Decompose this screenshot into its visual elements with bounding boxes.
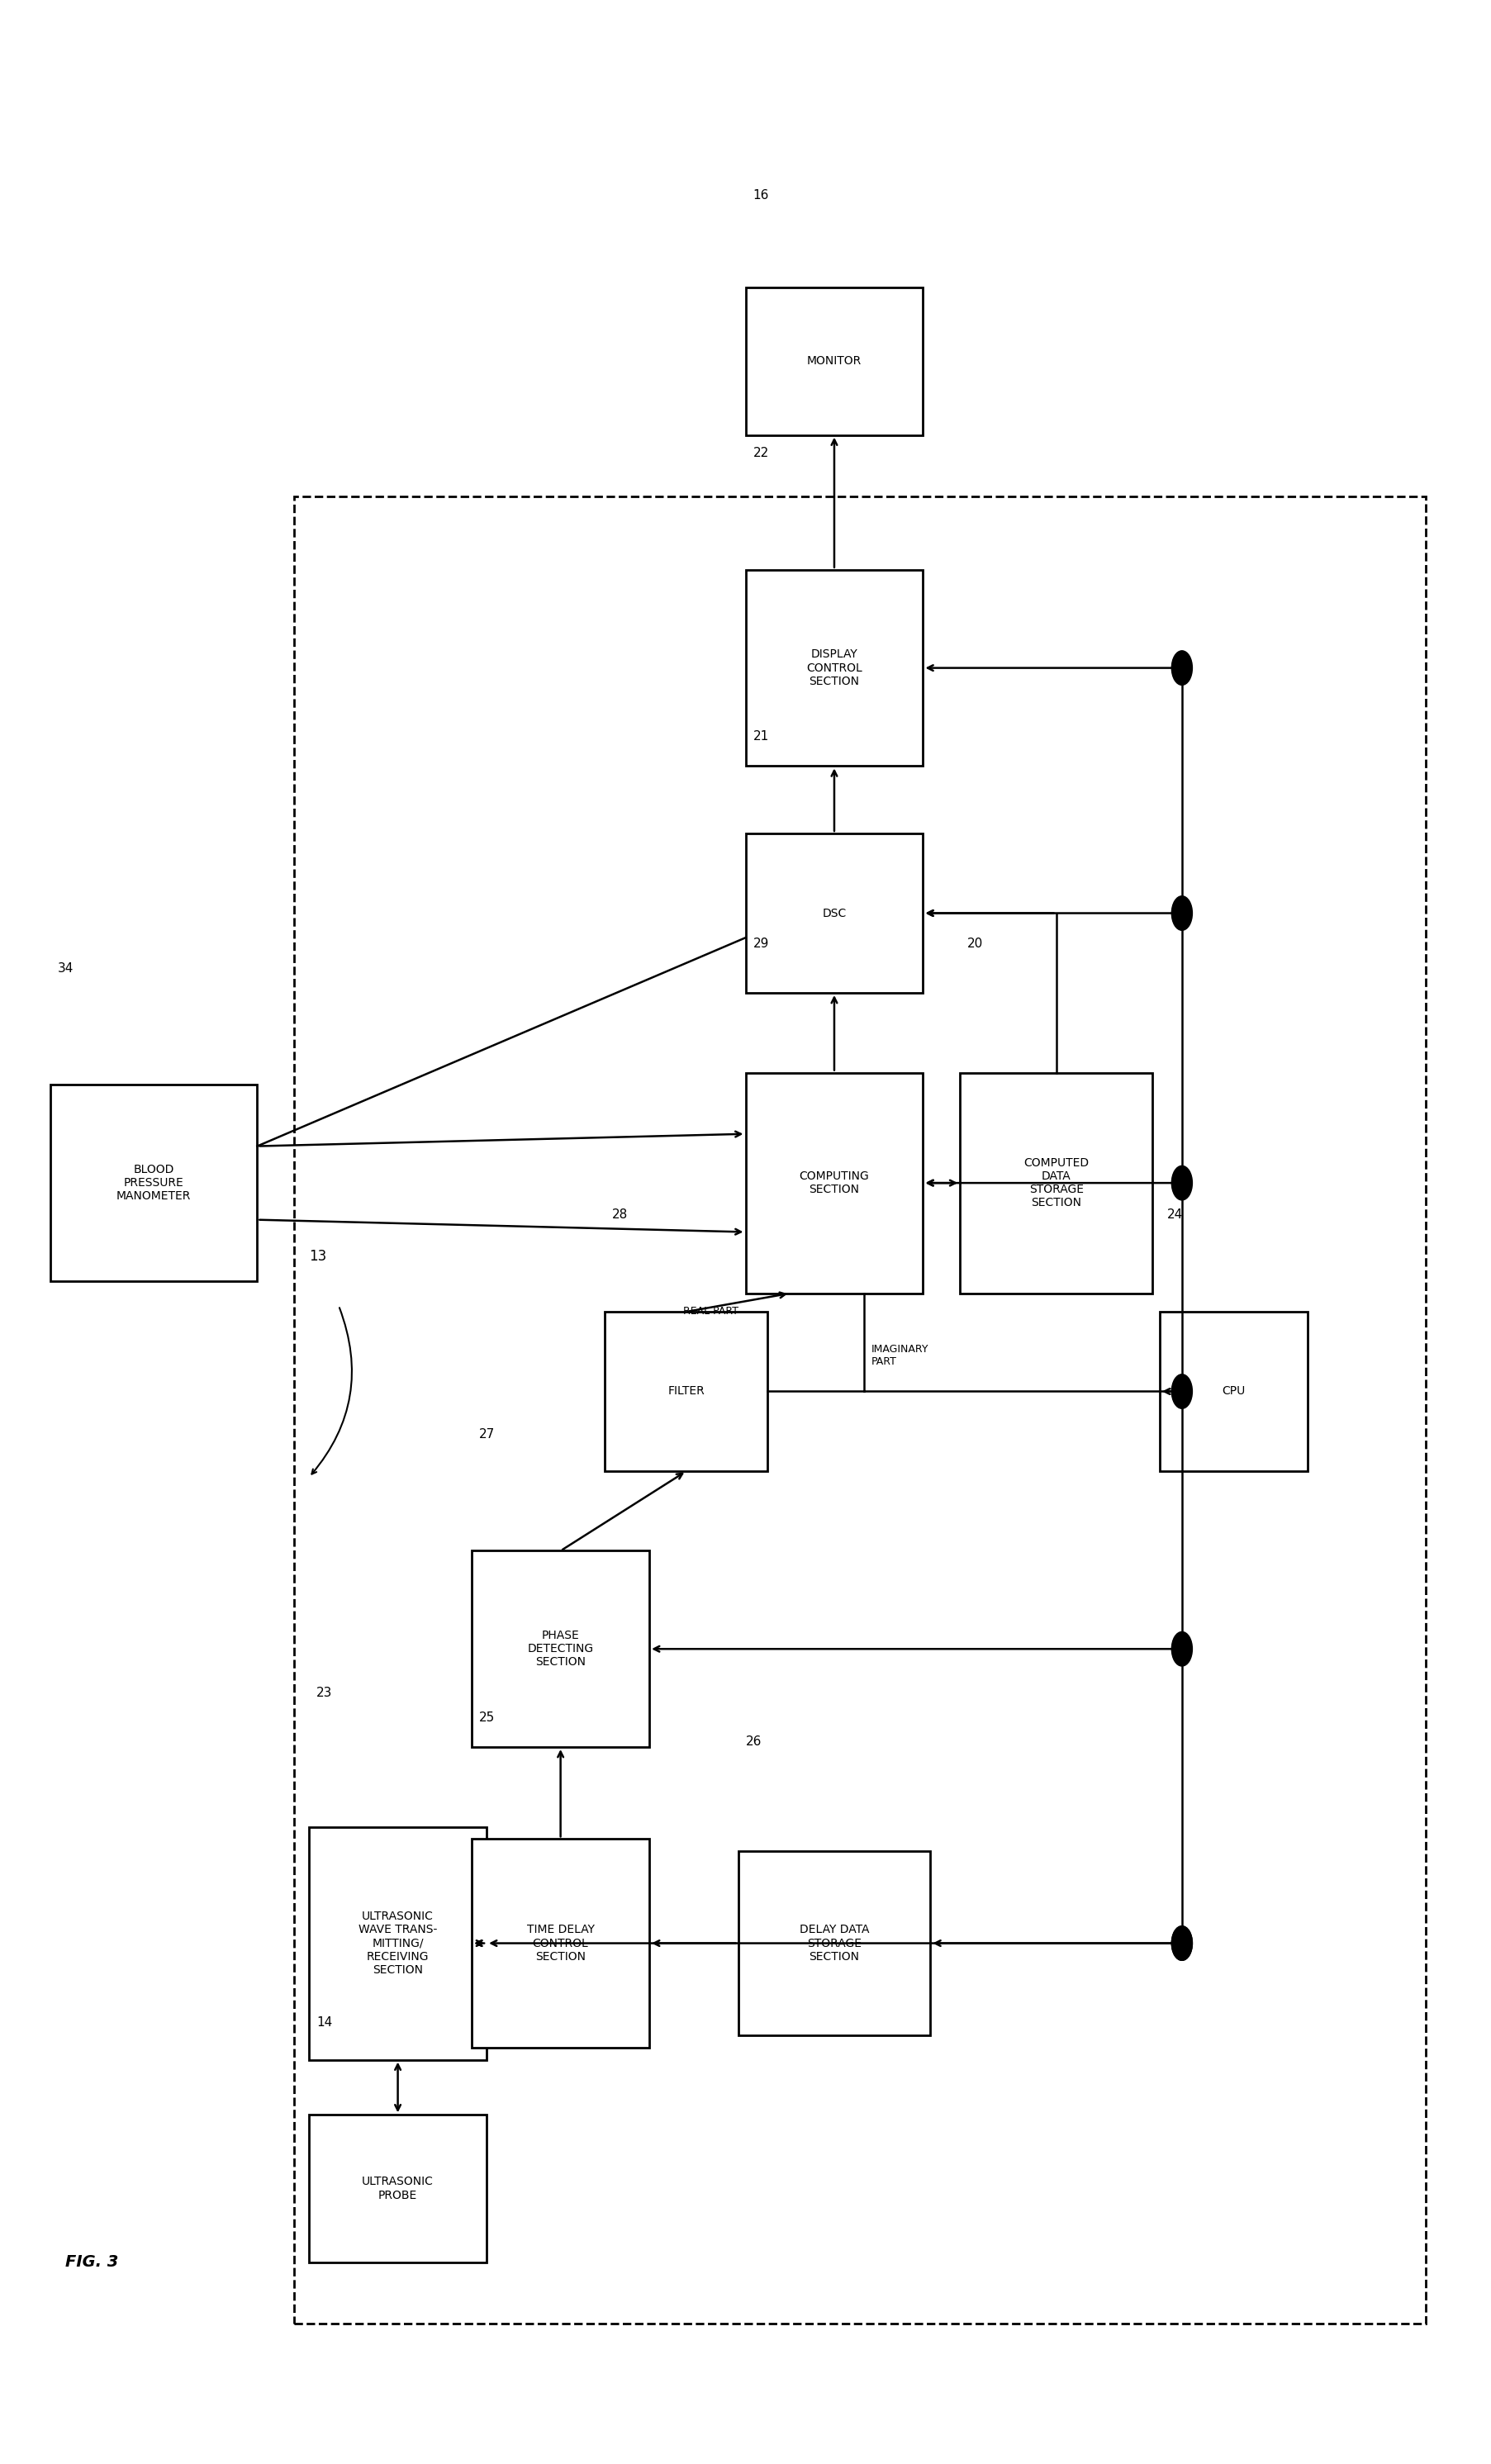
Circle shape: [1172, 1927, 1193, 1961]
Text: ULTRASONIC
WAVE TRANS-
MITTING/
RECEIVING
SECTION: ULTRASONIC WAVE TRANS- MITTING/ RECEIVIN…: [358, 1910, 437, 1976]
Text: MONITOR: MONITOR: [807, 355, 862, 367]
Text: 23: 23: [316, 1688, 332, 1700]
Circle shape: [1172, 1631, 1193, 1666]
Text: FILTER: FILTER: [668, 1385, 705, 1397]
Text: BLOOD
PRESSURE
MANOMETER: BLOOD PRESSURE MANOMETER: [116, 1163, 191, 1202]
Text: DISPLAY
CONTROL
SECTION: DISPLAY CONTROL SECTION: [807, 648, 862, 687]
Bar: [1160, 1311, 1308, 1471]
Text: 25: 25: [479, 1712, 495, 1725]
Text: 24: 24: [1167, 1207, 1182, 1222]
Text: ULTRASONIC
PROBE: ULTRASONIC PROBE: [362, 2176, 434, 2200]
Text: 34: 34: [58, 961, 73, 973]
Text: 22: 22: [753, 446, 769, 458]
Text: 26: 26: [746, 1735, 762, 1749]
Text: 14: 14: [316, 2016, 332, 2028]
Bar: [746, 288, 923, 436]
Circle shape: [1172, 1927, 1193, 1961]
Bar: [309, 2114, 486, 2262]
Text: FIG. 3: FIG. 3: [66, 2255, 118, 2269]
Bar: [309, 1826, 486, 2060]
Bar: [960, 1072, 1153, 1294]
Text: COMPUTING
SECTION: COMPUTING SECTION: [799, 1170, 869, 1195]
Circle shape: [1172, 650, 1193, 685]
Text: IMAGINARY
PART: IMAGINARY PART: [871, 1343, 929, 1368]
Bar: [746, 1072, 923, 1294]
Circle shape: [1172, 1375, 1193, 1409]
Bar: [471, 1550, 650, 1747]
Text: 16: 16: [753, 190, 769, 202]
Text: 28: 28: [613, 1207, 628, 1222]
Text: PHASE
DETECTING
SECTION: PHASE DETECTING SECTION: [528, 1629, 593, 1668]
Text: DELAY DATA
STORAGE
SECTION: DELAY DATA STORAGE SECTION: [799, 1924, 869, 1961]
Text: 27: 27: [479, 1429, 495, 1441]
Text: 21: 21: [753, 729, 769, 742]
Text: TIME DELAY
CONTROL
SECTION: TIME DELAY CONTROL SECTION: [526, 1924, 595, 1961]
Bar: [746, 833, 923, 993]
Bar: [738, 1850, 930, 2035]
Text: 20: 20: [968, 939, 984, 951]
Text: 13: 13: [309, 1249, 327, 1264]
Text: REAL PART: REAL PART: [683, 1306, 738, 1316]
Circle shape: [1172, 897, 1193, 931]
Text: CPU: CPU: [1223, 1385, 1245, 1397]
Bar: [294, 495, 1425, 2324]
Text: COMPUTED
DATA
STORAGE
SECTION: COMPUTED DATA STORAGE SECTION: [1023, 1158, 1088, 1210]
Bar: [51, 1084, 258, 1281]
Circle shape: [1172, 1165, 1193, 1200]
Bar: [471, 1838, 650, 2048]
Text: DSC: DSC: [822, 907, 847, 919]
Bar: [605, 1311, 768, 1471]
Text: 29: 29: [753, 939, 769, 951]
Bar: [746, 569, 923, 766]
